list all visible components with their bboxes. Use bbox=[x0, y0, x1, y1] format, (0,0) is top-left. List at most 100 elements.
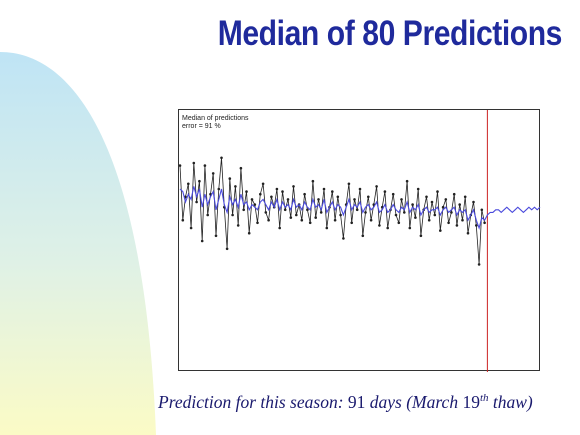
data-point bbox=[198, 179, 201, 183]
data-point bbox=[220, 156, 223, 160]
slide-title: Median of 80 Predictions bbox=[217, 14, 563, 53]
data-point bbox=[256, 221, 259, 225]
data-point bbox=[253, 203, 257, 206]
data-point bbox=[308, 221, 312, 225]
data-point bbox=[369, 218, 373, 222]
data-point bbox=[225, 247, 229, 251]
data-point bbox=[444, 198, 448, 201]
data-point bbox=[405, 179, 409, 183]
data-point bbox=[187, 182, 190, 186]
data-point bbox=[295, 213, 298, 217]
data-point bbox=[181, 218, 185, 222]
data-point bbox=[267, 218, 270, 222]
data-point bbox=[336, 195, 340, 199]
data-point bbox=[480, 208, 484, 212]
data-point bbox=[217, 187, 221, 191]
data-point bbox=[394, 213, 398, 217]
data-point bbox=[275, 187, 279, 191]
data-point bbox=[447, 221, 450, 225]
data-point bbox=[400, 198, 403, 201]
data-point bbox=[236, 224, 240, 227]
caption-ordinal-suffix: th bbox=[479, 392, 489, 405]
data-point bbox=[483, 221, 486, 225]
chart-annotation-title: Median of predictions bbox=[182, 115, 249, 122]
data-point bbox=[378, 224, 381, 227]
data-point bbox=[200, 239, 204, 243]
data-point bbox=[206, 213, 209, 217]
data-point bbox=[477, 263, 481, 266]
data-point bbox=[270, 195, 273, 199]
data-point bbox=[264, 211, 268, 214]
data-point bbox=[342, 237, 345, 240]
data-point bbox=[239, 166, 243, 170]
caption-days: 91 bbox=[347, 392, 366, 412]
data-point bbox=[179, 164, 182, 167]
data-point bbox=[450, 211, 453, 214]
data-point bbox=[203, 164, 207, 167]
data-point bbox=[461, 218, 464, 222]
data-point bbox=[278, 226, 281, 230]
series-line-median bbox=[179, 186, 541, 230]
data-point bbox=[408, 226, 412, 230]
data-point bbox=[339, 213, 342, 217]
data-point bbox=[350, 221, 353, 225]
data-point bbox=[242, 208, 245, 212]
data-point bbox=[286, 198, 290, 201]
data-point bbox=[322, 187, 326, 191]
data-point bbox=[472, 200, 475, 204]
data-point bbox=[289, 216, 293, 219]
data-point bbox=[475, 224, 478, 227]
data-point bbox=[425, 195, 428, 199]
data-point bbox=[416, 187, 420, 191]
data-point bbox=[463, 195, 467, 199]
data-point bbox=[261, 182, 265, 186]
data-point bbox=[192, 161, 196, 165]
data-point bbox=[441, 205, 445, 209]
data-point bbox=[245, 190, 248, 193]
data-point bbox=[452, 192, 456, 196]
data-point bbox=[228, 177, 232, 180]
data-point bbox=[455, 224, 459, 227]
data-point bbox=[436, 190, 439, 193]
chart-frame: Median of predictions error = 91 % bbox=[178, 109, 541, 372]
data-point bbox=[195, 200, 198, 204]
data-point bbox=[383, 190, 387, 193]
data-point bbox=[306, 208, 309, 212]
data-point bbox=[347, 182, 351, 186]
data-point bbox=[386, 226, 389, 230]
data-point bbox=[358, 187, 362, 191]
data-point bbox=[317, 198, 320, 201]
caption-suffix: thaw) bbox=[488, 392, 533, 412]
data-point bbox=[231, 213, 234, 217]
caption-day-of-month: 19 bbox=[462, 392, 480, 412]
data-point bbox=[427, 218, 431, 222]
data-point bbox=[414, 216, 417, 219]
data-point bbox=[214, 234, 218, 238]
data-point bbox=[397, 221, 401, 225]
data-point bbox=[303, 192, 306, 196]
caption-middle: days (March bbox=[365, 392, 463, 412]
data-point bbox=[234, 185, 237, 188]
data-point bbox=[283, 208, 287, 212]
data-point bbox=[331, 190, 334, 193]
data-point bbox=[419, 234, 423, 238]
data-point bbox=[333, 218, 337, 222]
data-point bbox=[367, 195, 370, 199]
data-point bbox=[300, 218, 304, 222]
chart-annotation-error: error = 91 % bbox=[182, 123, 221, 130]
data-point bbox=[314, 216, 317, 219]
data-point bbox=[353, 198, 356, 201]
data-point bbox=[458, 203, 462, 206]
data-point bbox=[319, 211, 323, 214]
data-point bbox=[247, 231, 251, 235]
data-point bbox=[466, 231, 470, 235]
data-point bbox=[433, 213, 437, 217]
data-point bbox=[259, 192, 262, 196]
data-point bbox=[403, 211, 406, 214]
data-point bbox=[375, 185, 378, 188]
data-point bbox=[361, 234, 365, 238]
data-point bbox=[325, 226, 329, 230]
data-point bbox=[292, 185, 295, 188]
